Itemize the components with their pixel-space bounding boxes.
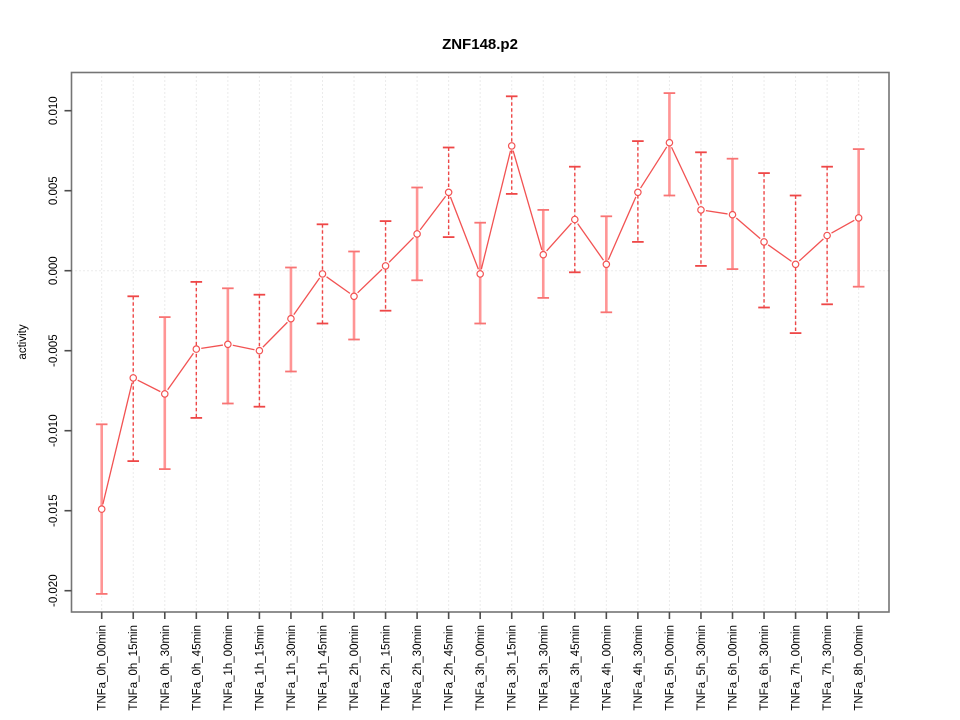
data-point-marker (160, 390, 169, 398)
series-segment (577, 223, 604, 261)
data-point-marker (602, 260, 611, 269)
series-segment (102, 382, 133, 505)
x-tick-label: TNFa_2h_45min (444, 625, 456, 711)
x-tick-label: TNFa_0h_15min (128, 625, 140, 711)
x-tick-label: TNFa_3h_15min (507, 625, 519, 711)
data-point-marker (381, 262, 390, 270)
y-axis-title: activity (17, 324, 29, 359)
x-tick-label: TNFa_2h_15min (381, 625, 393, 711)
series-segment (201, 344, 224, 349)
x-tick-label: TNFa_5h_30min (696, 625, 708, 711)
y-tick-label: 0.005 (48, 176, 60, 205)
data-point-marker (287, 314, 295, 323)
series-segment (326, 276, 351, 294)
y-tick-label: -0.020 (48, 574, 60, 607)
series-segment (449, 196, 479, 270)
x-tick-label: TNFa_3h_30min (538, 625, 550, 711)
y-tick-label: 0.000 (48, 256, 60, 285)
y-tick-label: -0.015 (48, 494, 60, 527)
series-segment (137, 379, 161, 393)
data-point-marker (507, 142, 516, 150)
x-tick-label: TNFa_1h_15min (254, 625, 266, 711)
x-tick-label: TNFa_1h_00min (223, 625, 235, 711)
x-tick-label: TNFa_2h_00min (349, 625, 361, 711)
data-point-marker (192, 345, 201, 353)
data-point-markers (97, 138, 863, 513)
series-segment (480, 150, 512, 270)
x-tick-label: TNFa_6h_00min (728, 625, 740, 711)
data-point-marker (665, 138, 674, 147)
x-tick-label: TNFa_8h_00min (854, 625, 866, 711)
x-tick-label: TNFa_4h_00min (601, 625, 613, 711)
x-tick-label: TNFa_1h_45min (317, 625, 329, 711)
data-point-marker (444, 188, 453, 197)
series-segment (767, 244, 792, 262)
data-point-marker (791, 260, 800, 269)
series-segment (798, 238, 824, 262)
x-tick-label: TNFa_7h_00min (791, 625, 803, 711)
x-tick-label: TNFa_5h_00min (664, 625, 676, 711)
series-segment (419, 195, 447, 231)
data-point-marker (97, 505, 106, 513)
x-tick-label: TNFa_4h_30min (633, 625, 645, 711)
x-tick-label: TNFa_6h_30min (759, 625, 771, 711)
series-segment (640, 146, 668, 189)
data-point-marker (413, 230, 421, 238)
data-point-marker (318, 270, 327, 278)
data-point-marker (476, 270, 484, 278)
series-segment (512, 150, 543, 251)
x-tick-label: TNFa_3h_00min (475, 625, 487, 711)
series-segment (388, 237, 415, 263)
x-tick-label: TNFa_0h_00min (97, 625, 109, 711)
data-point-marker (854, 214, 863, 222)
data-point-marker (728, 210, 737, 219)
data-point-marker (697, 206, 705, 214)
data-point-marker (634, 188, 642, 197)
x-tick-label: TNFa_2h_30min (412, 625, 424, 711)
series-segment (262, 321, 288, 348)
data-point-marker (760, 238, 768, 246)
axes: 0.010 0.005 0.000 -0.005 -0.010 -0.015 -0.020 T… (48, 71, 890, 711)
series-segment (546, 222, 572, 252)
series-segment (831, 219, 855, 234)
series-segment (607, 196, 637, 260)
grid-lines (71, 72, 889, 612)
data-point-marker (129, 374, 138, 382)
data-point-marker (570, 215, 579, 224)
chart-title: ZNF148.p2 (442, 36, 518, 53)
x-tick-label: TNFa_0h_30min (160, 625, 172, 711)
data-point-marker (823, 231, 831, 240)
y-tick-label: -0.010 (48, 414, 60, 447)
series-segment (735, 217, 761, 240)
data-point-marker (224, 340, 232, 349)
series-segment (705, 210, 728, 215)
x-tick-label: TNFa_0h_45min (191, 625, 203, 711)
series-segment (232, 344, 255, 351)
error-bars (95, 92, 865, 595)
x-tick-label: TNFa_3h_45min (570, 625, 582, 711)
data-point-marker (255, 346, 264, 355)
x-tick-label: TNFa_1h_30min (286, 625, 298, 711)
x-tick-label: TNFa_7h_30min (822, 625, 834, 711)
data-point-marker (350, 292, 358, 301)
series-segment (670, 146, 700, 206)
y-tick-label: -0.005 (48, 334, 60, 367)
series-segment (167, 352, 194, 391)
y-tick-label: 0.010 (48, 96, 60, 125)
series-segment (357, 268, 383, 294)
data-point-marker (539, 250, 548, 259)
series-segment (293, 277, 321, 315)
series-line (102, 146, 855, 505)
